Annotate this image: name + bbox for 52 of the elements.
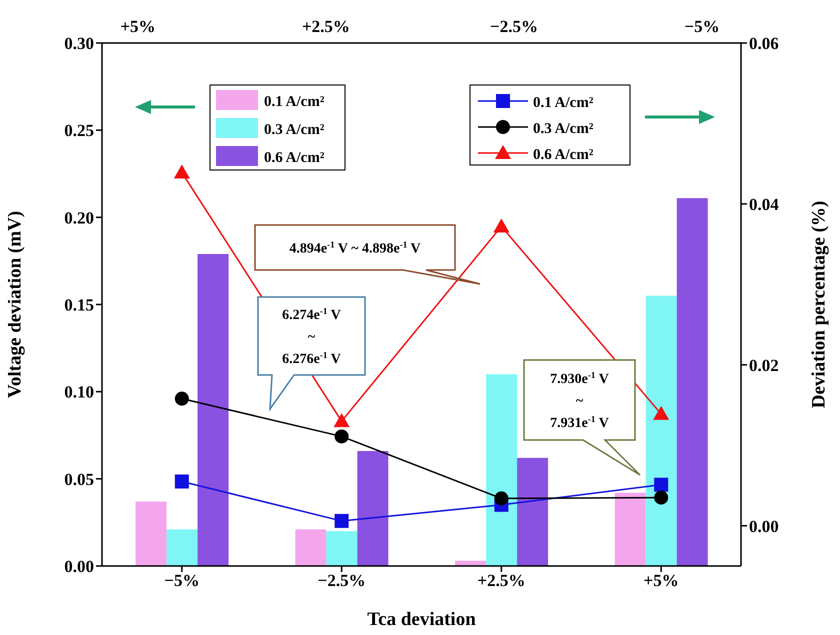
- legend-label: 0.6 A/cm²: [264, 150, 325, 166]
- annotation: 4.894e$^{-1}$ V ~ 4.898e$^{-1}$ V: [289, 240, 421, 256]
- x-tick-label: −5%: [164, 571, 200, 590]
- y2-tick-label: 0.00: [749, 516, 779, 536]
- text: +5%: [120, 17, 156, 36]
- legend-label: 0.6 A/cm²: [533, 147, 594, 163]
- text: −5%: [684, 17, 720, 36]
- y2-tick-label: 0.04: [749, 194, 780, 214]
- bar: [357, 450, 388, 566]
- point: [654, 490, 668, 505]
- bar: [198, 254, 229, 566]
- y-tick-label: 0.25: [64, 121, 94, 140]
- text: 6.274e$^{-1}$ V ~ 6.276e$^{-1}$ V: [282, 306, 341, 367]
- point: [334, 514, 349, 528]
- bar: [136, 501, 167, 566]
- legend-label: 0.3 A/cm²: [533, 121, 594, 137]
- point: [494, 491, 508, 506]
- point: [654, 478, 668, 492]
- point: [493, 218, 510, 232]
- legend-label: 0.1 A/cm²: [264, 94, 325, 110]
- bar: [486, 374, 518, 566]
- y2-axis-title: Deviation percentage (%): [808, 200, 830, 408]
- bar: [295, 529, 326, 566]
- point: [334, 413, 350, 428]
- x-axis-title: Tca deviation: [367, 609, 476, 630]
- y-tick-label: 0.15: [64, 296, 94, 315]
- y-tick-label: 0.00: [64, 557, 94, 576]
- y-tick-label: 0.05: [64, 470, 94, 489]
- legend-label: 0.3 A/cm²: [264, 122, 325, 138]
- point: [174, 392, 189, 406]
- y2-tick-label: 0.06: [749, 34, 779, 54]
- bar: [517, 458, 548, 566]
- y2-tick-label: 0.02: [749, 356, 779, 375]
- text: −2.5%: [490, 17, 538, 36]
- text: 7.930e$^{-1}$ V ~ 7.931e$^{-1}$ V: [550, 370, 609, 431]
- y-tick-label: 0.10: [64, 382, 94, 402]
- bar: [166, 529, 198, 566]
- point: [174, 164, 190, 179]
- legend-label: 0.1 A/cm²: [533, 95, 594, 111]
- bar: [326, 531, 358, 566]
- x-tick-label: +5%: [644, 571, 679, 590]
- y-tick-label: 0.30: [64, 34, 94, 54]
- x-tick-label: +2.5%: [477, 571, 526, 590]
- y-tick-label: 0.20: [64, 208, 94, 228]
- x-tick-label: −2.5%: [318, 571, 366, 590]
- bar: [646, 296, 677, 566]
- point: [174, 474, 189, 489]
- point: [334, 429, 349, 444]
- bar: [614, 492, 646, 566]
- text: +2.5%: [302, 17, 350, 36]
- bar: [676, 198, 708, 566]
- point: [653, 406, 670, 420]
